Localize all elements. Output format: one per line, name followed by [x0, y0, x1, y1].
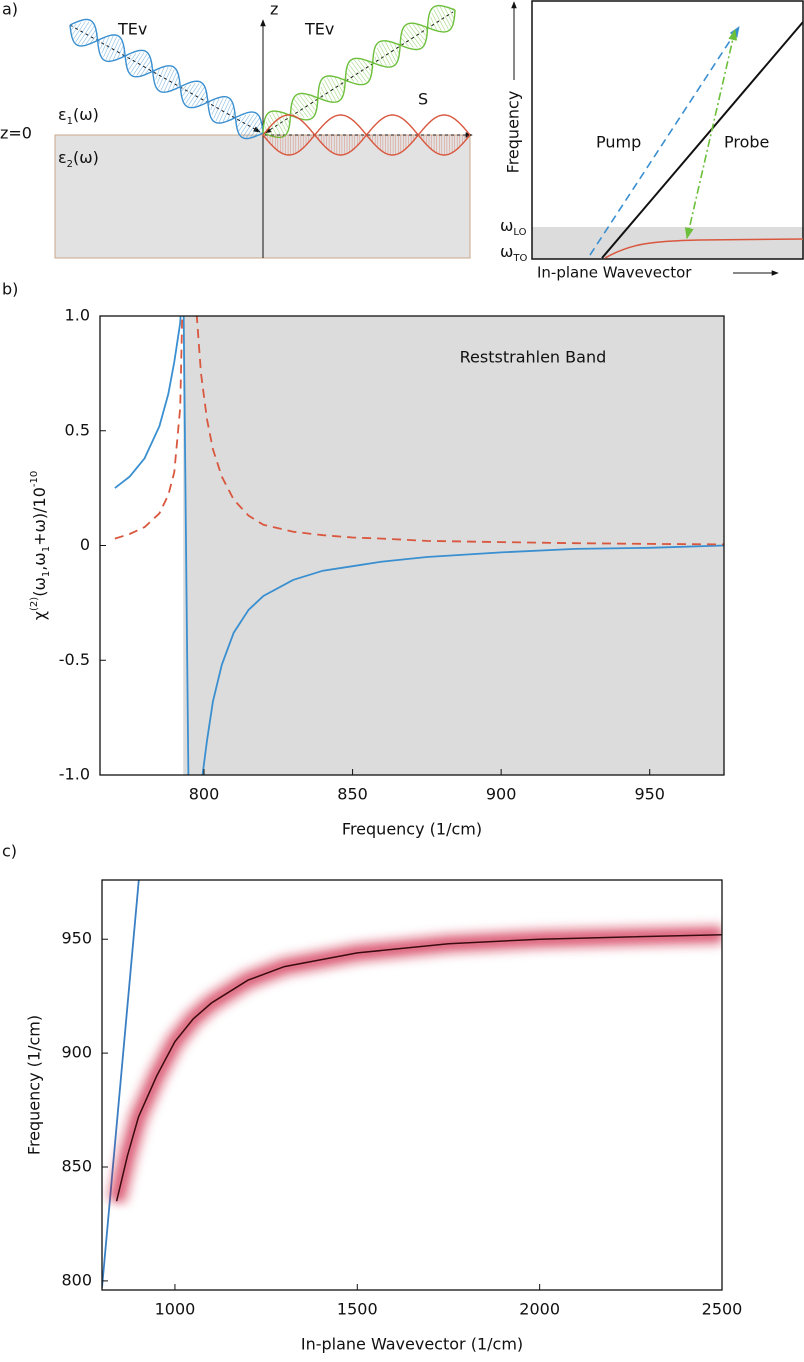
y-tick-label: 800 [61, 1270, 92, 1289]
text-part: χ [30, 611, 49, 620]
y-tick-label: 1.0 [65, 306, 90, 325]
series-glow [105, 923, 722, 1204]
wave-hatch [262, 5, 455, 137]
text-part: +ω)/10 [30, 487, 49, 546]
wave-label: TEv [304, 20, 334, 39]
omega-to: ωTO [500, 242, 528, 265]
x-tick-label: 2500 [702, 1300, 743, 1319]
chart: b) 800 850 900 950 -1.0 -0.5 0 0.5 1.0 Frequency (… [2, 280, 725, 839]
y-axis-label: χ(2)(ω1,ω1+ω)/10-10 [29, 471, 52, 620]
text-part: ε [58, 148, 67, 167]
text-part: (ω) [73, 148, 99, 167]
panel-a: a) z TEv TEv S z=0 ε1(ω) ε2(ω) [0, 0, 473, 259]
text-part: ω [500, 242, 513, 261]
panel-a-dispersion: Pump Probe Frequency In-plane Wavevector… [500, 0, 804, 282]
wave-hatch [264, 135, 468, 155]
text-part: ω [500, 216, 513, 235]
k-vector [264, 11, 454, 134]
text-part: TO [512, 253, 527, 264]
series-glow [113, 931, 722, 1203]
series-line [115, 933, 722, 1202]
series-line [114, 316, 724, 775]
text-part: 1 [67, 116, 73, 127]
axis-label: In-plane Wavevector [537, 264, 692, 282]
x-axis-label: Frequency (1/cm) [342, 820, 482, 839]
panel-label: a) [2, 0, 18, 19]
text-part: -10 [29, 471, 40, 487]
text-part: 1 [41, 546, 52, 552]
medium-label: ε1(ω) [58, 105, 99, 128]
x-axis-label: In-plane Wavevector (1/cm) [301, 1335, 523, 1354]
wave [69, 18, 264, 134]
text-part: (ω [30, 577, 49, 597]
wave [262, 114, 471, 137]
shaded-region [183, 316, 724, 775]
y-tick-label: 950 [61, 929, 92, 948]
arrow-label: Pump [596, 133, 641, 152]
y-tick-label: 0.5 [65, 420, 90, 439]
text-part: 2 [67, 159, 73, 170]
wave-hatch [69, 21, 265, 138]
wave-label: S [418, 90, 428, 109]
axis-label: Frequency [504, 91, 523, 174]
polariton [604, 238, 804, 259]
chart: c) 1000 1500 2000 2500 800 850 900 950 In-plane W… [2, 842, 742, 1354]
annotation: Reststrahlen Band [460, 348, 607, 367]
y-tick-label: 850 [61, 1157, 92, 1176]
probe-arrow [684, 28, 738, 240]
text-part: ε [58, 105, 67, 124]
x-tick-label: 800 [189, 785, 220, 804]
axis-label: z [270, 0, 278, 19]
text-part: (ω) [73, 105, 99, 124]
wave [262, 9, 456, 139]
frame [101, 879, 723, 1291]
wave-label: TEv [117, 20, 147, 39]
medium-label: ε2(ω) [58, 148, 99, 171]
y-axis-label: Frequency (1/cm) [25, 1015, 44, 1155]
panel-label: b) [2, 280, 18, 299]
y-tick-label: 900 [61, 1043, 92, 1062]
omega-lo: ωLO [500, 216, 527, 239]
frame [531, 0, 804, 260]
band [532, 227, 804, 259]
x-tick-label: 850 [337, 785, 368, 804]
series-line [114, 316, 724, 546]
x-tick-label: 1500 [337, 1300, 378, 1319]
series-line [102, 880, 140, 1288]
panel-label: c) [2, 842, 17, 861]
interface-label: z=0 [0, 124, 32, 143]
y-tick-label: -1.0 [59, 765, 90, 784]
text-part: (2) [29, 597, 40, 611]
y-tick-label: -0.5 [59, 650, 90, 669]
y-tick-label: 0 [80, 535, 90, 554]
x-tick-label: 1000 [155, 1300, 196, 1319]
arrow-label: Probe [724, 133, 769, 152]
text-part: LO [513, 227, 526, 238]
k-vector [69, 24, 261, 133]
wave [69, 24, 264, 140]
x-tick-label: 950 [634, 785, 665, 804]
text-part: ,ω [30, 552, 49, 570]
x-tick-label: 2000 [519, 1300, 560, 1319]
text-part: 1 [41, 571, 52, 577]
charts: b) 800 850 900 950 -1.0 -0.5 0 0.5 1.0 Frequency (… [2, 280, 742, 1354]
wave [262, 133, 471, 156]
x-tick-label: 900 [486, 785, 517, 804]
